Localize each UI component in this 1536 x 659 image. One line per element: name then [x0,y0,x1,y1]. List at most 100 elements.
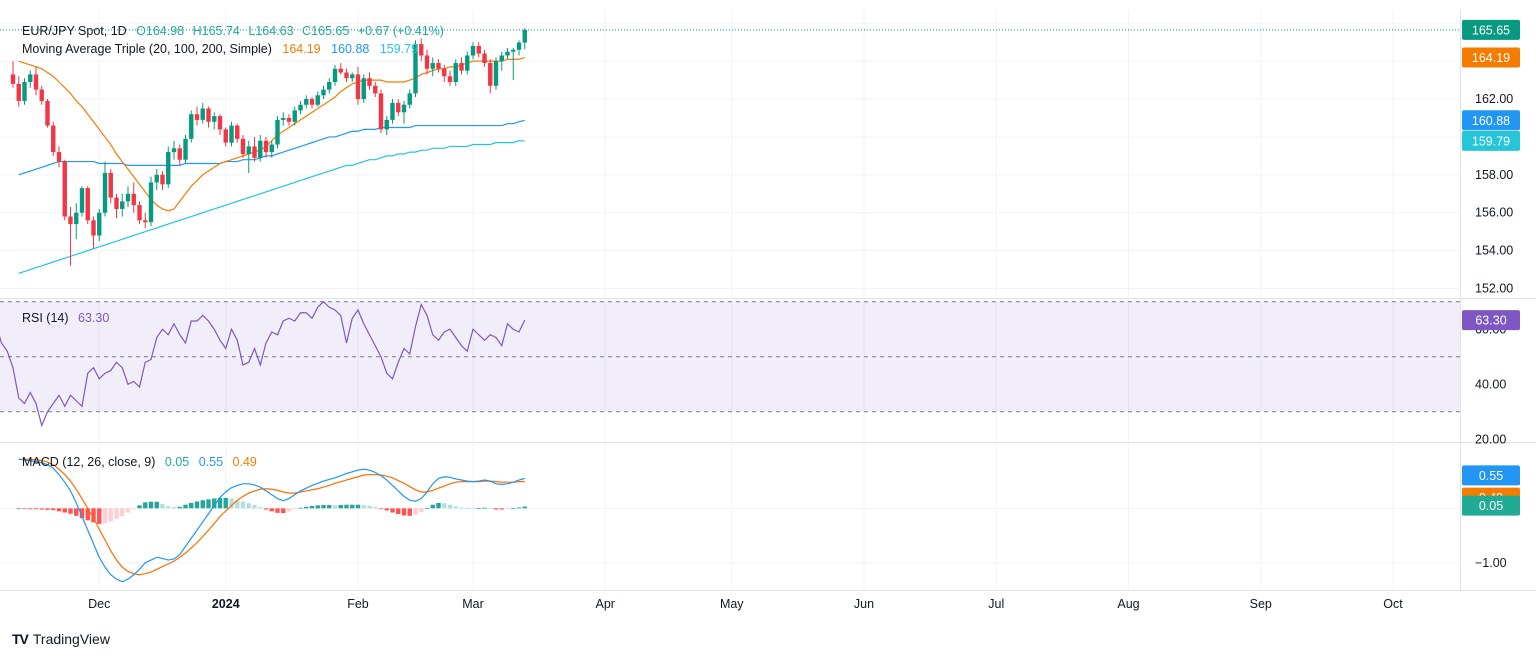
macd-histogram-bar [321,505,326,509]
macd-histogram-bar [258,507,263,509]
macd-histogram-bar [465,508,470,509]
macd-histogram-bar [269,508,274,512]
macd-signal-line [18,458,525,576]
macd-histogram-bar [470,508,476,510]
candle-body [344,72,349,79]
macd-histogram-bar [361,505,366,509]
candle-body [355,74,361,100]
low-value: L164.63 [248,24,293,38]
macd-histogram-bar [217,497,223,509]
macd-line [18,458,525,583]
x-tick-label: 2024 [212,597,240,611]
rsi-tick-label: 40.00 [1475,377,1506,391]
rsi-pane [0,300,1460,428]
candle-body [476,46,481,54]
macd-histogram-bar [206,499,211,509]
x-tick-label: May [720,597,744,611]
candle-body [56,152,62,162]
rsi-legend: RSI (14) 63.30 [22,311,109,325]
candle-body [235,125,240,139]
tradingview-logo-icon: TV [12,631,29,647]
candle-body [327,82,332,90]
candle-body [97,212,102,236]
macd-histogram-bar [235,500,240,509]
x-tick-label: Dec [88,597,110,611]
candle-body [217,116,223,130]
macd-legend: MACD (12, 26, close, 9) 0.05 0.55 0.49 [22,455,257,469]
candle-body [10,74,16,84]
macd-signal-value: 0.49 [233,455,257,469]
candle-body [160,174,165,185]
last-price-tag-bg [1462,19,1520,40]
candle-body [51,125,56,153]
candle-body [465,55,470,71]
candle-body [384,119,389,130]
macd-histogram-bar [378,508,384,510]
candle-body [453,63,458,82]
candle-body [315,95,320,105]
macd-histogram-bar [114,508,119,519]
candle-body [131,193,136,206]
price-tick-label: 152.00 [1475,282,1513,296]
macd-histogram-bar [200,500,205,509]
candle-body [74,212,79,225]
macd-histogram-bar [194,501,200,509]
candle-body [281,118,286,120]
macd-histogram-bar [476,508,481,509]
candle-body [79,188,85,213]
tradingview-brand[interactable]: TV TradingView [12,629,110,649]
rsi-tag: 63.30 [1475,314,1506,328]
macd-histogram-bar [390,508,395,513]
candle-body [286,118,292,122]
grid [0,10,1460,590]
x-tick-label: Aug [1117,597,1139,611]
open-value: O164.98 [136,24,184,38]
macd-histogram-bar [62,508,67,513]
candle-body [488,63,493,86]
ma-tag: 159.79 [1472,134,1510,148]
macd-histogram-bar [51,508,56,511]
macd-histogram-bar [212,498,217,509]
candle-body [114,197,119,209]
macd-histogram-bar [137,505,142,509]
macd-histogram-bar [499,508,504,510]
candle-body [102,172,108,213]
candle-body [125,193,131,202]
candle-body [263,140,269,153]
candle-body [396,102,401,113]
macd-line-value: 0.55 [199,455,223,469]
macd-histogram-bar [120,508,125,517]
ma-tag: 160.88 [1472,114,1510,128]
rsi-tag-bg [1462,310,1520,331]
price-tick-label: 156.00 [1475,206,1513,220]
candle-body [229,125,234,143]
candle-body [200,108,205,120]
macd-histogram-bar [160,503,165,509]
macd-histogram-bar [488,508,493,510]
macd-hist-value: 0.05 [165,455,189,469]
histogram-tag-bg [1462,495,1520,516]
candle-body [39,89,44,101]
candle-body [298,104,303,111]
macd-histogram-bar [327,505,332,509]
price-tick-label: 162.00 [1475,92,1513,106]
last-price-tag: 165.65 [1472,23,1510,37]
candle-body [522,29,527,43]
candle-body [177,148,182,160]
candle-body [321,89,326,96]
symbol-label: EUR/JPY Spot, 1D [22,24,127,38]
macd-histogram-bar [373,507,378,509]
price-tick-label: 158.00 [1475,168,1513,182]
macd-histogram-bar [16,508,21,510]
rsi-value: 63.30 [78,311,109,325]
candle-body [183,138,188,160]
candle-body [33,74,39,90]
ma200-value: 159.79 [380,42,418,56]
macd-histogram-bar [223,497,228,509]
ma-tag-bg [1462,130,1520,151]
candle-body [108,172,113,198]
ma-tag-bg [1462,110,1520,131]
macd-histogram-bar [344,504,349,509]
macd-histogram-bar [516,507,522,509]
macd-histogram-bar [401,508,407,516]
